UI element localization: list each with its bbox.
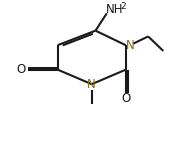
Text: 2: 2	[120, 2, 126, 11]
Text: O: O	[17, 63, 26, 76]
Text: N: N	[126, 39, 135, 52]
Text: N: N	[87, 78, 96, 91]
Text: O: O	[121, 92, 130, 105]
Text: NH: NH	[106, 3, 123, 16]
